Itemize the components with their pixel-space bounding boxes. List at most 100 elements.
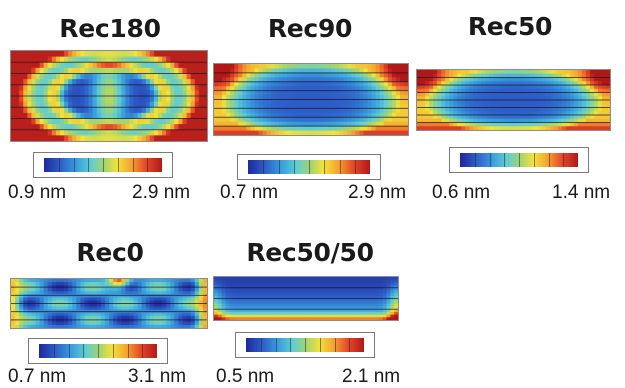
colorbar-tick bbox=[98, 344, 99, 358]
map-cell bbox=[497, 103, 502, 108]
map-cell bbox=[263, 277, 269, 281]
map-cell bbox=[493, 85, 498, 90]
map-cell bbox=[315, 64, 320, 69]
map-cell bbox=[117, 315, 122, 320]
map-cell bbox=[166, 297, 171, 301]
map-cell bbox=[133, 297, 138, 301]
map-cell bbox=[323, 117, 328, 123]
map-cell bbox=[336, 287, 341, 291]
map-cell bbox=[19, 51, 24, 58]
map-cell bbox=[593, 92, 599, 97]
map-cell bbox=[194, 318, 200, 323]
map-cell bbox=[246, 86, 251, 92]
map-cell bbox=[340, 317, 345, 320]
map-cell bbox=[335, 86, 340, 92]
map-cell bbox=[149, 67, 155, 74]
map-cell bbox=[351, 86, 356, 92]
map-cell bbox=[137, 291, 143, 295]
map-cell bbox=[367, 287, 372, 291]
map-cell bbox=[517, 103, 522, 108]
map-cell bbox=[19, 79, 24, 86]
map-cell bbox=[260, 282, 265, 286]
map-cell bbox=[290, 108, 296, 114]
map-cell bbox=[425, 126, 430, 130]
map-cell bbox=[263, 306, 269, 310]
map-cell bbox=[290, 303, 295, 307]
map-cell bbox=[347, 126, 352, 131]
map-cell bbox=[76, 84, 81, 91]
map-cell bbox=[493, 126, 498, 130]
map-cell bbox=[100, 321, 106, 326]
map-cell bbox=[76, 300, 81, 304]
map-cell bbox=[306, 287, 311, 291]
map-cell bbox=[133, 321, 138, 326]
map-cell bbox=[145, 303, 151, 307]
map-cell bbox=[55, 324, 61, 328]
map-cell bbox=[246, 64, 251, 69]
map-cell bbox=[290, 99, 296, 105]
map-cell bbox=[88, 96, 94, 103]
map-cell bbox=[100, 118, 106, 125]
map-cell bbox=[153, 324, 159, 328]
map-cell bbox=[68, 84, 73, 91]
map-cell bbox=[230, 68, 235, 74]
map-cell bbox=[329, 303, 334, 307]
colorbar-min-label-rec90: 0.7 nm bbox=[220, 182, 279, 203]
map-cell bbox=[125, 51, 130, 58]
map-cell bbox=[214, 311, 219, 316]
map-cell bbox=[240, 293, 246, 297]
map-cell bbox=[230, 95, 235, 100]
map-cell bbox=[221, 290, 226, 294]
map-cell bbox=[553, 77, 559, 82]
map-cell bbox=[394, 301, 398, 305]
map-cell bbox=[113, 288, 118, 292]
map-cell bbox=[521, 70, 526, 75]
map-cell bbox=[178, 101, 183, 108]
colorbar-min-label-rec5050: 0.5 nm bbox=[216, 366, 275, 387]
map-cell bbox=[162, 321, 167, 326]
map-cell bbox=[15, 135, 20, 141]
map-cell bbox=[283, 301, 288, 305]
map-cell bbox=[525, 70, 530, 75]
map-cell bbox=[248, 303, 253, 307]
map-cell bbox=[35, 288, 40, 292]
map-cell bbox=[382, 301, 387, 305]
map-cell bbox=[266, 77, 271, 83]
map-cell bbox=[260, 303, 265, 307]
map-cell bbox=[453, 107, 458, 112]
map-cell bbox=[593, 126, 599, 130]
map-cell bbox=[149, 62, 155, 69]
colorbar-tick bbox=[261, 338, 262, 352]
map-cell bbox=[390, 290, 395, 294]
map-cell bbox=[96, 312, 102, 317]
map-cell bbox=[319, 103, 324, 109]
map-cell bbox=[182, 324, 187, 328]
map-cell bbox=[39, 124, 45, 131]
map-cell bbox=[237, 282, 242, 286]
map-cell bbox=[339, 112, 344, 118]
map-cell bbox=[311, 64, 316, 69]
map-cell bbox=[529, 92, 534, 97]
map-cell bbox=[234, 117, 239, 123]
map-cell bbox=[198, 315, 204, 320]
map-cell bbox=[359, 95, 364, 100]
map-cell bbox=[485, 92, 490, 97]
map-cell bbox=[170, 101, 175, 108]
map-cell bbox=[537, 88, 543, 93]
map-cell bbox=[437, 100, 442, 105]
map-cell bbox=[96, 279, 102, 283]
map-cell bbox=[521, 77, 526, 82]
map-cell bbox=[137, 84, 143, 91]
map-cell bbox=[359, 282, 364, 286]
map-cell bbox=[421, 73, 426, 78]
map-cell bbox=[549, 107, 555, 112]
map-cell bbox=[258, 99, 263, 105]
map-cell bbox=[283, 311, 288, 316]
map-cell bbox=[60, 62, 65, 69]
map-cell bbox=[302, 277, 307, 281]
map-cell bbox=[371, 68, 377, 74]
map-cell bbox=[244, 301, 249, 305]
map-cell bbox=[403, 130, 408, 135]
map-cell bbox=[23, 107, 28, 114]
map-cell bbox=[174, 73, 179, 80]
